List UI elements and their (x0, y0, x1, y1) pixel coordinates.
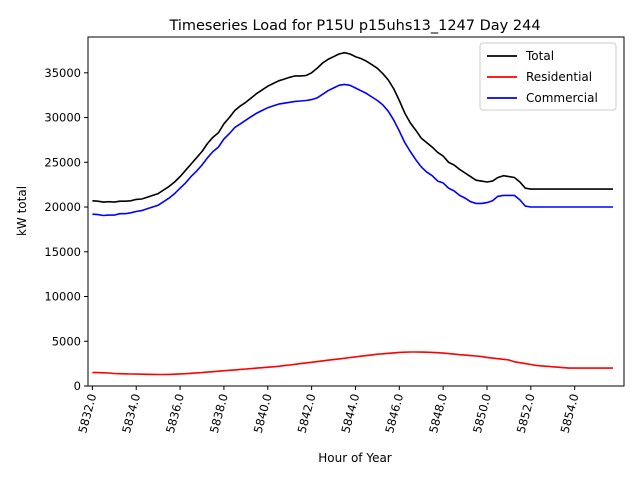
y-axis-label: kW total (15, 186, 29, 236)
y-axis-ticks: 0 5000 10000 15000 20000 25000 30000 35000 (44, 66, 88, 393)
y-tick-label: 15000 (44, 245, 81, 259)
x-axis-label: Hour of Year (318, 451, 392, 465)
y-tick-label: 5000 (52, 334, 81, 348)
series-line-commercial (92, 83, 613, 217)
legend-label-residential: Residential (526, 70, 592, 84)
y-tick-label: 10000 (44, 290, 81, 304)
axes-frame (87, 36, 625, 387)
legend-frame (479, 42, 617, 111)
y-tick-label: 20000 (44, 200, 81, 214)
legend-label-commercial: Commercial (526, 91, 598, 105)
y-tick-label: 25000 (44, 155, 81, 169)
legend: Total Residential Commercial (479, 42, 617, 111)
series-line-residential (92, 351, 613, 376)
chart-title: Timeseries Load for P15U p15uhs13_1247 D… (168, 18, 540, 34)
plot-lines (92, 51, 613, 376)
legend-label-total: Total (525, 49, 554, 63)
y-tick-label: 0 (74, 379, 81, 393)
series-line-total (92, 51, 613, 203)
y-tick-label: 30000 (44, 111, 81, 125)
y-tick-label: 35000 (44, 66, 81, 80)
